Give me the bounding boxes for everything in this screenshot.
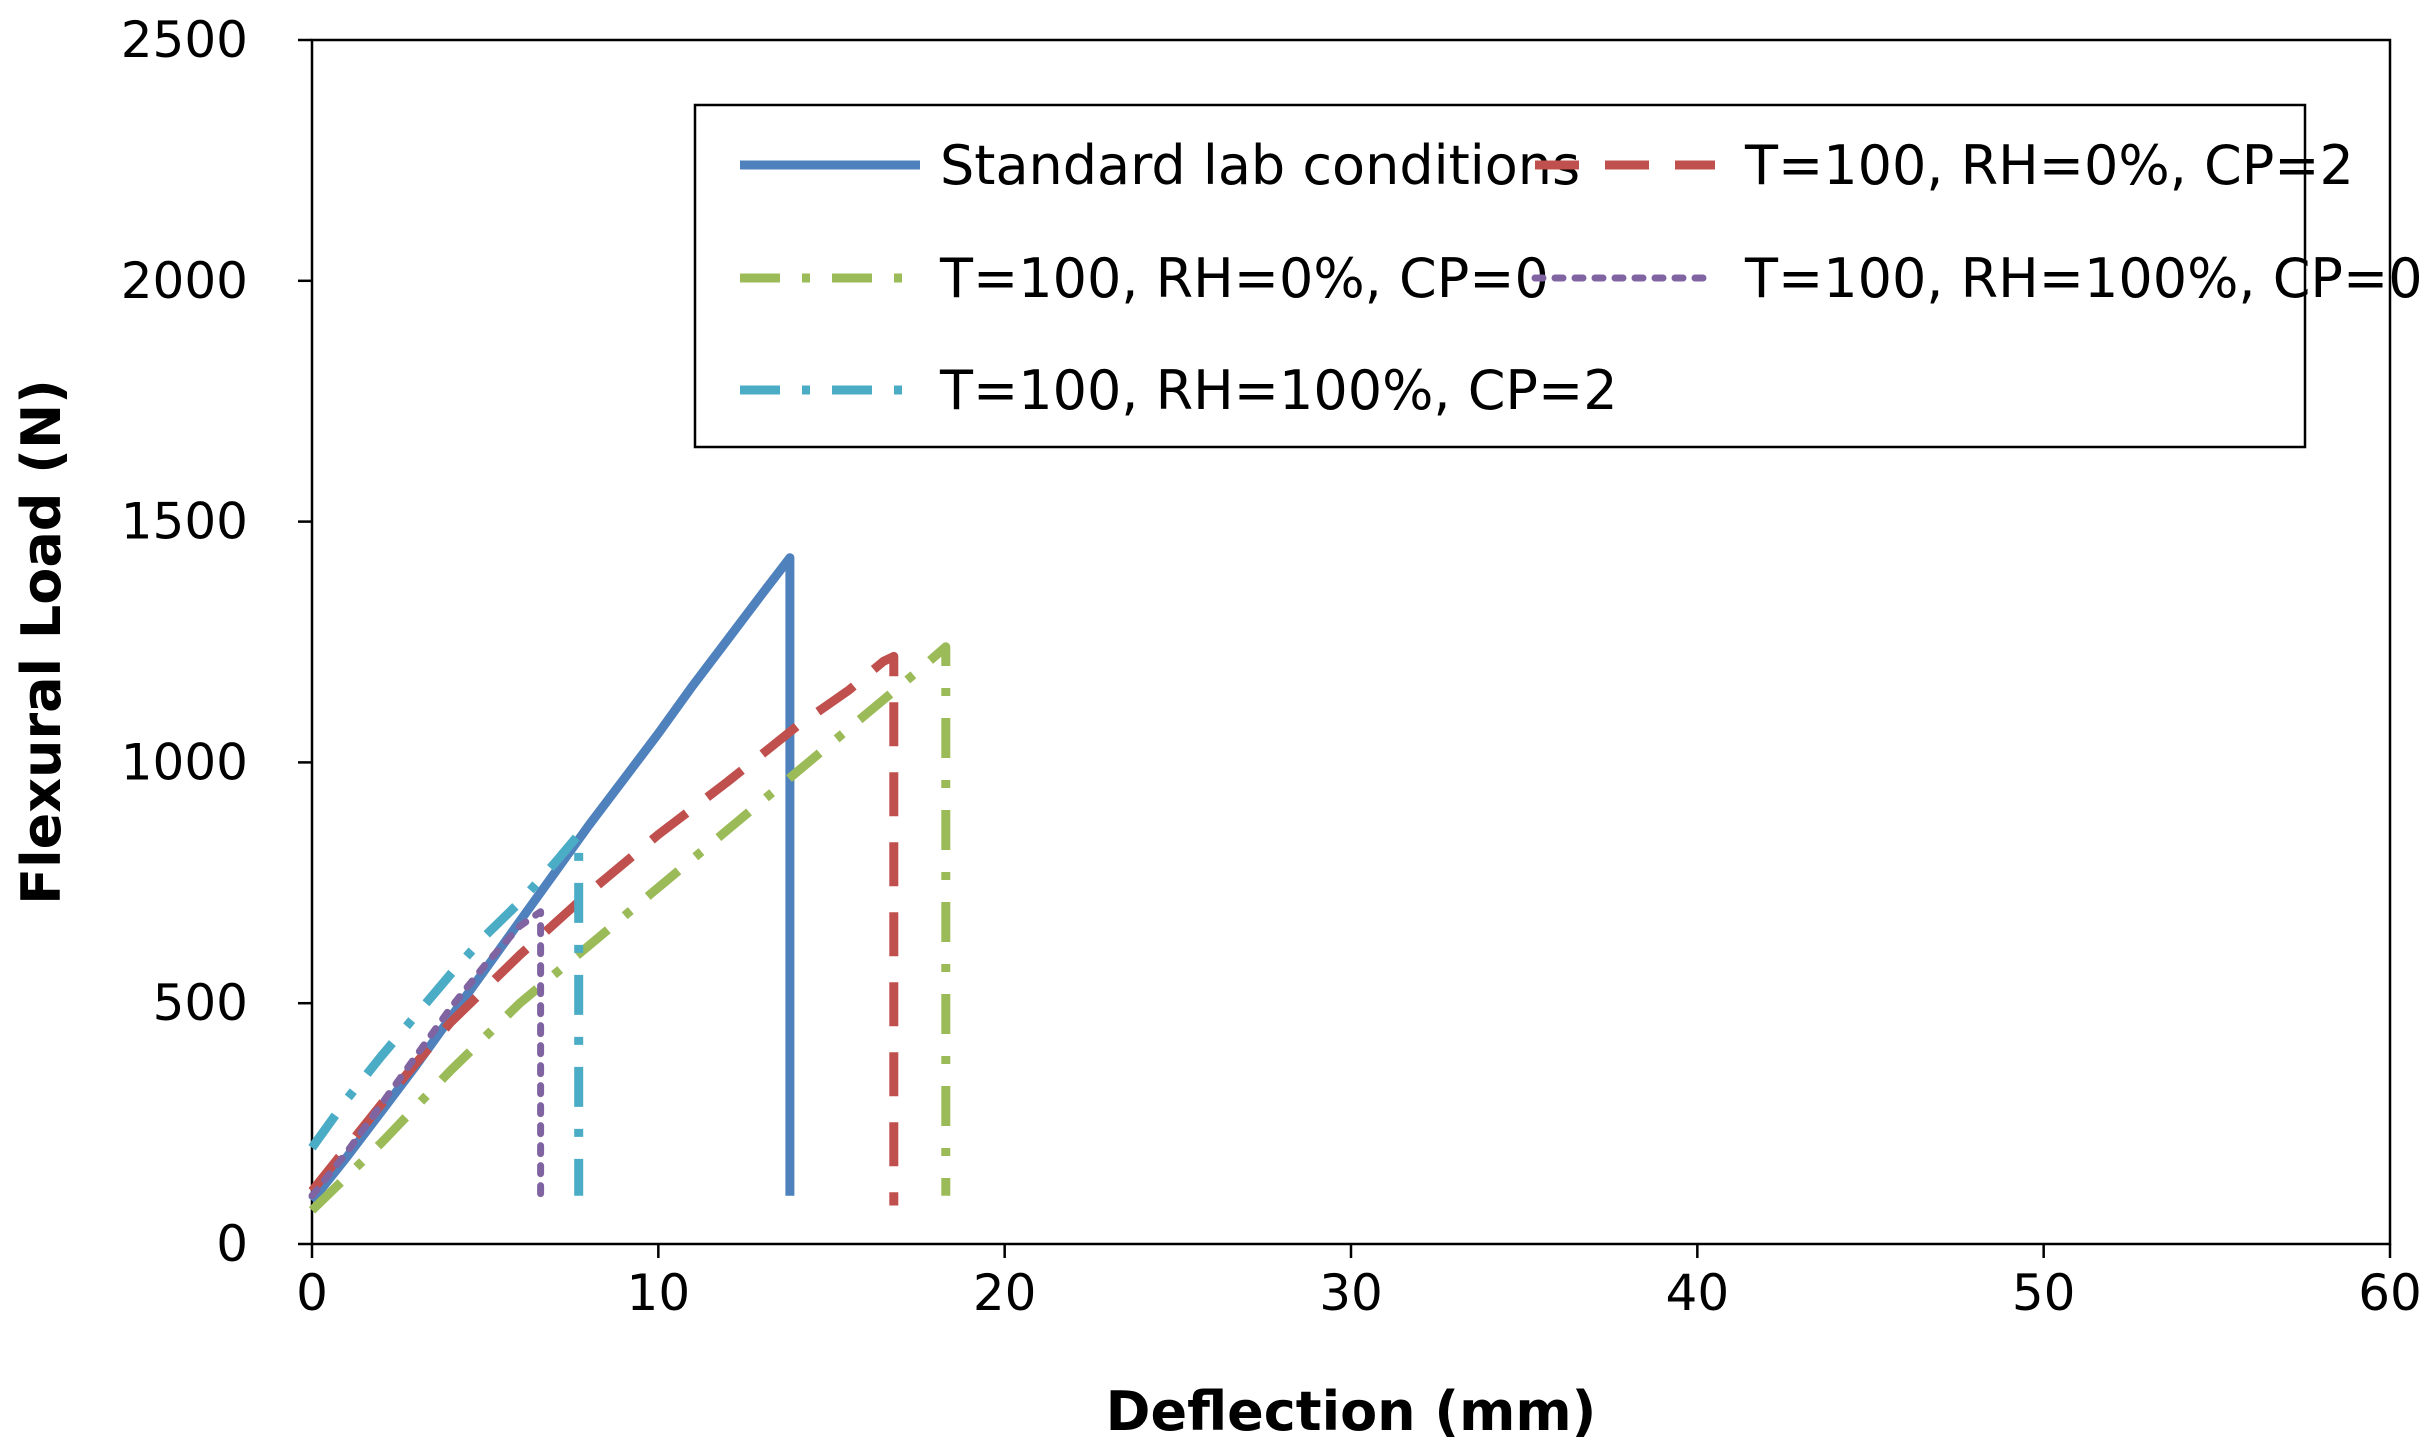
y-tick-label-0: 0 xyxy=(216,1215,248,1273)
legend-label-3: T=100, RH=100%, CP=0 xyxy=(1744,247,2423,310)
series-layer xyxy=(308,553,951,1214)
series-line-4 xyxy=(308,830,584,1196)
y-tick-label-5: 2500 xyxy=(121,11,248,69)
y-axis-title: Flexural Load (N) xyxy=(10,379,73,905)
series-line-1 xyxy=(308,651,899,1206)
x-tick-label-0: 0 xyxy=(296,1264,328,1322)
x-axis-title: Deflection (mm) xyxy=(1106,1380,1597,1443)
y-tick-label-2: 1000 xyxy=(121,733,248,791)
x-tick-label-4: 40 xyxy=(1666,1264,1730,1322)
x-axis-ticks: 0 10 20 30 40 50 60 xyxy=(296,1244,2422,1322)
legend-label-4: T=100, RH=100%, CP=2 xyxy=(939,359,1618,422)
legend: Standard lab conditions T=100, RH=0%, CP=… xyxy=(693,103,2423,449)
x-tick-label-6: 60 xyxy=(2358,1264,2422,1322)
x-tick-label-2: 20 xyxy=(973,1264,1037,1322)
x-tick-label-3: 30 xyxy=(1319,1264,1383,1322)
x-tick-label-1: 10 xyxy=(627,1264,691,1322)
y-axis-ticks: 0 500 1000 1500 2000 2500 xyxy=(121,11,312,1273)
legend-label-0: Standard lab conditions xyxy=(940,134,1580,197)
legend-box xyxy=(693,103,2307,449)
x-tick-label-5: 50 xyxy=(2012,1264,2076,1322)
y-tick-label-3: 1500 xyxy=(121,493,248,551)
legend-label-1: T=100, RH=0%, CP=2 xyxy=(1744,134,2354,197)
series-line-3 xyxy=(308,908,545,1200)
legend-label-2: T=100, RH=0%, CP=0 xyxy=(939,247,1549,310)
y-tick-label-1: 500 xyxy=(153,974,248,1032)
y-tick-label-4: 2000 xyxy=(121,252,248,310)
